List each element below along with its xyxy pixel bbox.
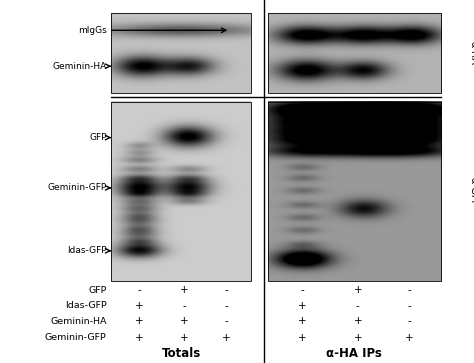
Text: -: - bbox=[408, 285, 411, 295]
Text: Geminin-HA: Geminin-HA bbox=[53, 62, 110, 71]
Text: +: + bbox=[405, 333, 414, 343]
Text: +: + bbox=[180, 285, 188, 295]
Text: +: + bbox=[298, 301, 307, 311]
Text: -: - bbox=[356, 301, 360, 311]
Text: -: - bbox=[137, 285, 141, 295]
Text: -: - bbox=[224, 285, 228, 295]
Text: +: + bbox=[135, 316, 144, 326]
Text: +: + bbox=[135, 301, 144, 311]
Text: +: + bbox=[298, 333, 307, 343]
Text: +: + bbox=[135, 333, 144, 343]
Bar bbox=[111, 13, 251, 93]
Text: +: + bbox=[298, 316, 307, 326]
Text: +: + bbox=[180, 333, 188, 343]
Text: α-GFP: α-GFP bbox=[468, 177, 474, 206]
Text: Idas-GFP: Idas-GFP bbox=[65, 301, 107, 310]
Bar bbox=[268, 13, 441, 93]
Text: +: + bbox=[354, 333, 362, 343]
Text: -: - bbox=[224, 301, 228, 311]
Text: α-HA: α-HA bbox=[468, 41, 474, 65]
Text: α-HA IPs: α-HA IPs bbox=[327, 347, 382, 360]
Text: GFP: GFP bbox=[89, 133, 110, 142]
Text: +: + bbox=[180, 316, 188, 326]
Text: -: - bbox=[408, 316, 411, 326]
Text: Geminin-GFP: Geminin-GFP bbox=[47, 183, 110, 192]
Text: Totals: Totals bbox=[162, 347, 201, 360]
Text: +: + bbox=[354, 316, 362, 326]
Bar bbox=[268, 102, 441, 281]
Text: -: - bbox=[301, 285, 304, 295]
Text: Idas-GFP: Idas-GFP bbox=[67, 246, 110, 255]
Text: Geminin-HA: Geminin-HA bbox=[50, 317, 107, 326]
Bar bbox=[111, 102, 251, 281]
Text: -: - bbox=[182, 301, 186, 311]
Text: +: + bbox=[354, 285, 362, 295]
Text: mIgGs: mIgGs bbox=[78, 26, 226, 35]
Text: -: - bbox=[224, 316, 228, 326]
Text: -: - bbox=[408, 301, 411, 311]
Text: GFP: GFP bbox=[88, 286, 107, 295]
Text: Geminin-GFP: Geminin-GFP bbox=[45, 333, 107, 342]
Text: +: + bbox=[222, 333, 230, 343]
